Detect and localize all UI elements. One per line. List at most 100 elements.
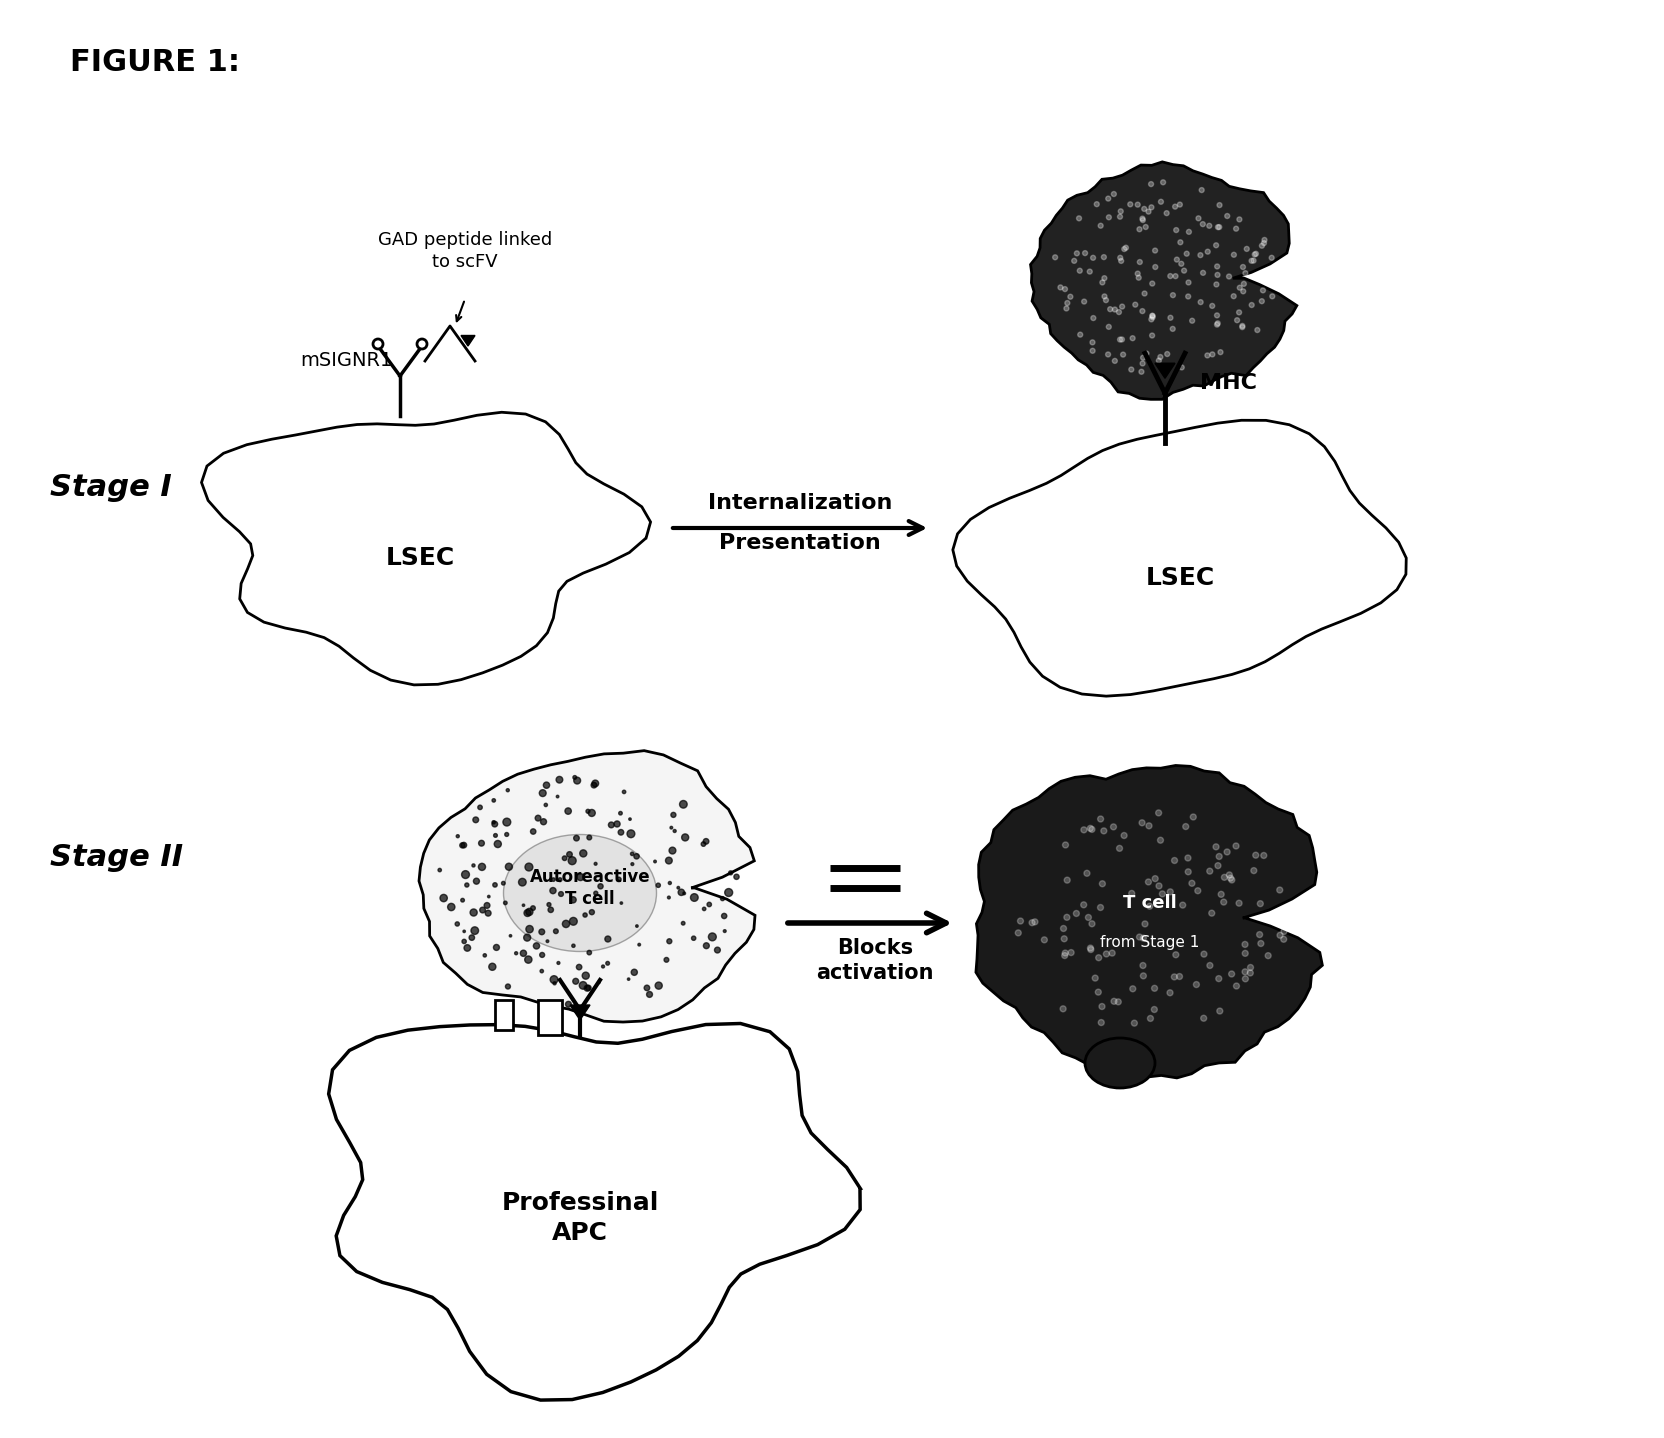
Circle shape bbox=[1098, 880, 1105, 887]
Circle shape bbox=[1258, 243, 1263, 249]
Circle shape bbox=[1186, 230, 1191, 234]
Circle shape bbox=[1155, 883, 1161, 889]
Circle shape bbox=[1251, 252, 1256, 257]
Circle shape bbox=[469, 935, 474, 940]
Circle shape bbox=[1218, 892, 1223, 897]
Circle shape bbox=[539, 952, 544, 958]
Circle shape bbox=[1142, 290, 1146, 296]
Circle shape bbox=[679, 801, 687, 808]
Circle shape bbox=[1185, 280, 1190, 285]
Circle shape bbox=[478, 863, 486, 870]
Circle shape bbox=[619, 902, 622, 905]
Circle shape bbox=[1253, 252, 1258, 256]
Circle shape bbox=[1156, 355, 1161, 360]
Text: Stage II: Stage II bbox=[50, 844, 183, 873]
Circle shape bbox=[461, 843, 466, 848]
Circle shape bbox=[1266, 913, 1273, 919]
Circle shape bbox=[1107, 306, 1112, 312]
Circle shape bbox=[1173, 227, 1178, 233]
Circle shape bbox=[551, 877, 554, 881]
Circle shape bbox=[1140, 217, 1145, 223]
Circle shape bbox=[1273, 917, 1280, 923]
Circle shape bbox=[1095, 955, 1102, 961]
Text: LSEC: LSEC bbox=[1145, 567, 1215, 590]
Circle shape bbox=[1067, 295, 1072, 299]
Circle shape bbox=[1060, 936, 1067, 942]
Circle shape bbox=[669, 847, 676, 854]
Circle shape bbox=[557, 962, 559, 965]
Circle shape bbox=[666, 857, 672, 864]
Circle shape bbox=[1240, 325, 1245, 329]
Circle shape bbox=[1148, 204, 1153, 210]
Circle shape bbox=[721, 913, 727, 919]
Circle shape bbox=[734, 874, 739, 880]
Circle shape bbox=[494, 840, 501, 847]
Circle shape bbox=[566, 851, 572, 857]
Circle shape bbox=[1145, 209, 1150, 214]
Circle shape bbox=[1062, 951, 1068, 956]
Circle shape bbox=[1077, 269, 1082, 273]
Circle shape bbox=[1225, 213, 1230, 219]
Circle shape bbox=[597, 981, 599, 984]
Circle shape bbox=[1148, 181, 1153, 187]
Circle shape bbox=[1213, 313, 1218, 318]
Circle shape bbox=[1213, 282, 1218, 288]
Circle shape bbox=[1171, 204, 1176, 209]
Circle shape bbox=[582, 913, 587, 917]
Circle shape bbox=[1166, 273, 1171, 279]
Circle shape bbox=[1198, 187, 1203, 193]
Circle shape bbox=[1148, 316, 1153, 322]
Circle shape bbox=[1135, 203, 1140, 207]
Circle shape bbox=[562, 920, 569, 928]
Circle shape bbox=[701, 841, 706, 847]
Circle shape bbox=[1213, 844, 1218, 850]
Circle shape bbox=[1112, 308, 1117, 312]
Circle shape bbox=[1135, 275, 1140, 280]
Circle shape bbox=[549, 887, 556, 893]
Circle shape bbox=[1190, 814, 1195, 820]
Circle shape bbox=[1073, 910, 1078, 916]
Circle shape bbox=[1098, 1020, 1103, 1025]
Circle shape bbox=[557, 892, 562, 896]
Circle shape bbox=[1148, 334, 1153, 338]
Text: Internalization: Internalization bbox=[707, 493, 892, 513]
Circle shape bbox=[1102, 276, 1107, 280]
Polygon shape bbox=[1155, 364, 1175, 378]
Circle shape bbox=[1143, 351, 1148, 357]
Circle shape bbox=[1280, 929, 1286, 935]
Circle shape bbox=[1255, 328, 1260, 332]
Text: FIGURE 1:: FIGURE 1: bbox=[70, 47, 240, 78]
Circle shape bbox=[484, 903, 489, 909]
Circle shape bbox=[1206, 869, 1211, 874]
Circle shape bbox=[503, 818, 511, 825]
Circle shape bbox=[546, 940, 549, 942]
Circle shape bbox=[681, 922, 684, 925]
Circle shape bbox=[1145, 879, 1151, 884]
Circle shape bbox=[1260, 288, 1265, 293]
Circle shape bbox=[1205, 249, 1210, 255]
Circle shape bbox=[1040, 936, 1047, 943]
Circle shape bbox=[1060, 1005, 1065, 1012]
Circle shape bbox=[544, 804, 547, 807]
Circle shape bbox=[1250, 257, 1255, 263]
Circle shape bbox=[1200, 1015, 1206, 1021]
Circle shape bbox=[1216, 1008, 1221, 1014]
Circle shape bbox=[1226, 871, 1231, 879]
Circle shape bbox=[582, 972, 589, 979]
Circle shape bbox=[547, 907, 552, 913]
Circle shape bbox=[1110, 824, 1117, 830]
Circle shape bbox=[1200, 951, 1206, 958]
Circle shape bbox=[1275, 266, 1280, 272]
Circle shape bbox=[579, 982, 586, 989]
Circle shape bbox=[1105, 352, 1110, 357]
Circle shape bbox=[1178, 365, 1183, 370]
Circle shape bbox=[671, 812, 676, 817]
Circle shape bbox=[1185, 293, 1190, 299]
Circle shape bbox=[1166, 315, 1171, 321]
Circle shape bbox=[478, 805, 483, 810]
Circle shape bbox=[1151, 985, 1156, 991]
Circle shape bbox=[617, 830, 624, 835]
Circle shape bbox=[627, 830, 634, 838]
Circle shape bbox=[501, 881, 504, 884]
Circle shape bbox=[522, 905, 524, 906]
